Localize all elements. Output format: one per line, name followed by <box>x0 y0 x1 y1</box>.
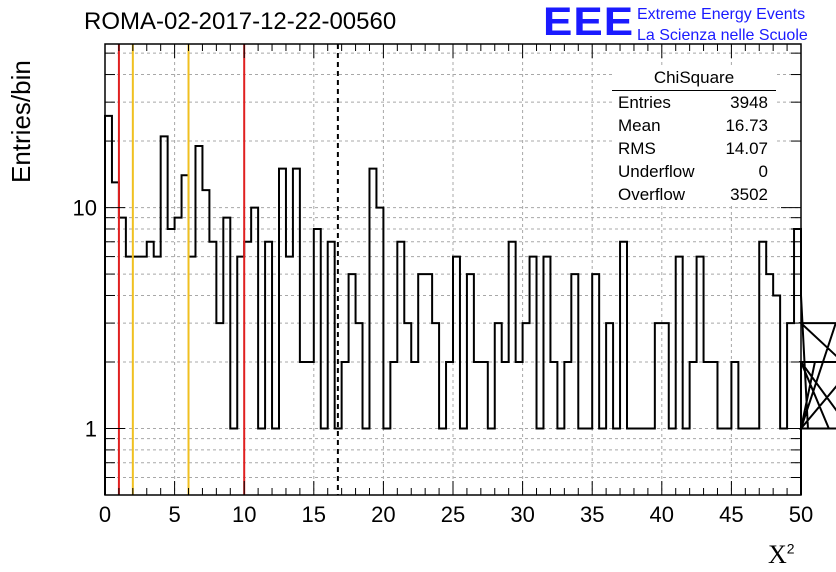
x-tick-label: 25 <box>441 502 465 527</box>
chart-title: ROMA-02-2017-12-22-00560 <box>84 8 397 35</box>
logo-line-2: La Scienza nelle Scuole <box>637 27 808 44</box>
stats-box-title: ChiSquare <box>612 66 776 91</box>
stats-label: RMS <box>618 139 656 158</box>
stats-row-overflow: Overflow 3502 <box>612 183 776 206</box>
x-axis-label-base: X <box>768 540 787 569</box>
stats-value: 0 <box>758 162 768 181</box>
x-axis-label-sup: 2 <box>786 540 795 557</box>
histogram-series <box>104 114 836 495</box>
x-tick-label: 20 <box>371 502 395 527</box>
x-tick-label: 5 <box>168 502 180 527</box>
x-tick-label: 40 <box>650 502 674 527</box>
y-axis-label: Entries/bin <box>6 60 36 183</box>
x-tick-label: 0 <box>99 502 111 527</box>
stats-label: Underflow <box>618 162 695 181</box>
stats-label: Mean <box>618 116 661 135</box>
stats-row-underflow: Underflow 0 <box>612 160 776 183</box>
x-tick-label: 35 <box>580 502 604 527</box>
x-axis-label: X2 <box>768 540 795 570</box>
x-tick-label: 30 <box>510 502 534 527</box>
y-tick-label: 1 <box>85 416 97 441</box>
x-tick-label: 45 <box>719 502 743 527</box>
x-tick-label: 10 <box>232 502 256 527</box>
stats-row-entries: Entries 3948 <box>612 91 776 114</box>
eee-logo: EEE <box>543 0 635 45</box>
logo-line-1: Extreme Energy Events <box>637 6 806 23</box>
stats-value: 14.07 <box>725 139 768 158</box>
stats-label: Overflow <box>618 185 686 204</box>
x-tick-label: 15 <box>302 502 326 527</box>
stats-row-mean: Mean 16.73 <box>612 114 776 137</box>
stats-row-rms: RMS 14.07 <box>612 137 776 160</box>
stats-box: ChiSquare Entries 3948 Mean 16.73 RMS 14.07… <box>612 66 776 206</box>
stats-label: Entries <box>618 93 671 112</box>
y-tick-label: 10 <box>73 196 97 221</box>
stats-value: 16.73 <box>725 116 768 135</box>
x-tick-label: 50 <box>789 502 813 527</box>
stats-value: 3502 <box>730 185 768 204</box>
stats-value: 3948 <box>730 93 768 112</box>
